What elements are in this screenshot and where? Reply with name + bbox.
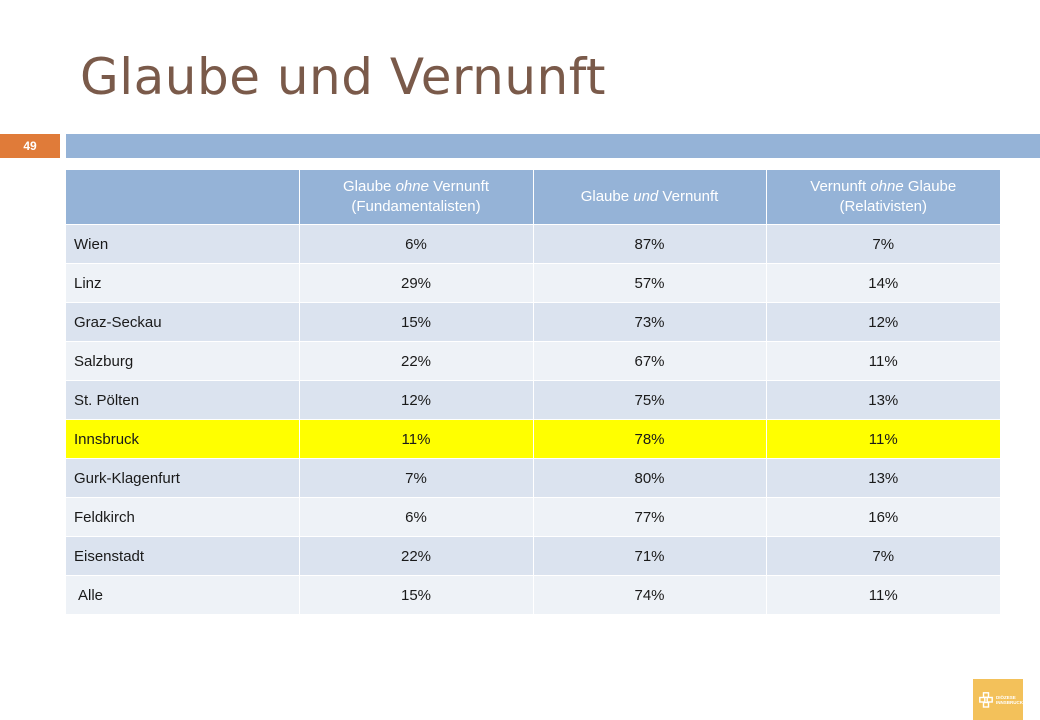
table-row: Gurk-Klagenfurt 7% 80% 13% xyxy=(66,458,1000,498)
region-cell: Salzburg xyxy=(66,341,300,381)
value-cell: 7% xyxy=(766,224,1000,264)
value-cell: 75% xyxy=(533,380,767,420)
value-cell: 16% xyxy=(766,497,1000,537)
region-cell: Innsbruck xyxy=(66,419,300,459)
value-cell: 6% xyxy=(299,224,534,264)
table-row: Feldkirch 6% 77% 16% xyxy=(66,497,1000,537)
table-row: Linz 29% 57% 14% xyxy=(66,263,1000,303)
logo-line-1: DIÖZESE xyxy=(996,694,1016,700)
value-cell: 11% xyxy=(299,419,534,459)
value-cell: 57% xyxy=(533,263,767,303)
table-body: Wien 6% 87% 7% Linz 29% 57% 14% Graz-Seckau 15% 73… xyxy=(66,224,1000,614)
slide-number: 49 xyxy=(23,139,37,153)
header-text: Glaube xyxy=(343,178,396,195)
table-header-row: Glaube ohne Vernunft (Fundamentalisten) G… xyxy=(66,170,1000,225)
value-cell: 11% xyxy=(766,341,1000,381)
value-cell: 13% xyxy=(766,458,1000,498)
header-region xyxy=(66,170,300,225)
value-cell: 73% xyxy=(533,302,767,342)
value-cell: 7% xyxy=(766,536,1000,576)
header-text-italic: ohne xyxy=(870,178,904,195)
header-text: Vernunft xyxy=(658,188,719,205)
header-text: Vernunft xyxy=(428,178,489,195)
header-vernunft-ohne-glaube: Vernunft ohne Glaube (Relativisten) xyxy=(766,170,1000,225)
region-cell: Feldkirch xyxy=(66,497,300,537)
table-row: St. Pölten 12% 75% 13% xyxy=(66,380,1000,420)
diocese-logo: DIÖZESE INNSBRUCK xyxy=(973,679,1023,720)
value-cell: 71% xyxy=(533,536,767,576)
slide-number-badge: 49 xyxy=(0,134,60,158)
value-cell: 14% xyxy=(766,263,1000,303)
value-cell: 80% xyxy=(533,458,767,498)
header-text-italic: ohne xyxy=(395,178,429,195)
value-cell: 6% xyxy=(299,497,534,537)
region-cell: St. Pölten xyxy=(66,380,300,420)
header-glaube-ohne-vernunft: Glaube ohne Vernunft (Fundamentalisten) xyxy=(299,170,534,225)
header-text: (Fundamentalisten) xyxy=(351,198,481,215)
value-cell: 78% xyxy=(533,419,767,459)
region-cell: Eisenstadt xyxy=(66,536,300,576)
table-row: Eisenstadt 22% 71% 7% xyxy=(66,536,1000,576)
logo-line-2: INNSBRUCK xyxy=(996,699,1023,705)
value-cell: 7% xyxy=(299,458,534,498)
value-cell: 12% xyxy=(299,380,534,420)
header-glaube-und-vernunft: Glaube und Vernunft xyxy=(533,170,767,225)
table-row: Graz-Seckau 15% 73% 12% xyxy=(66,302,1000,342)
value-cell: 67% xyxy=(533,341,767,381)
table-row: Alle 15% 74% 11% xyxy=(66,575,1000,614)
header-text: Vernunft xyxy=(810,178,871,195)
table-row: Innsbruck 11% 78% 11% xyxy=(66,419,1000,459)
value-cell: 22% xyxy=(299,536,534,576)
table-row: Wien 6% 87% 7% xyxy=(66,224,1000,264)
header-text: Glaube xyxy=(903,178,957,195)
results-table: Glaube ohne Vernunft (Fundamentalisten) G… xyxy=(66,170,1000,614)
value-cell: 11% xyxy=(766,575,1000,614)
logo-text: DIÖZESE INNSBRUCK xyxy=(996,695,1023,705)
value-cell: 22% xyxy=(299,341,534,381)
header-text-italic: und xyxy=(633,188,659,205)
table-row: Salzburg 22% 67% 11% xyxy=(66,341,1000,381)
region-cell: Graz-Seckau xyxy=(66,302,300,342)
value-cell: 29% xyxy=(299,263,534,303)
header-text: (Relativisten) xyxy=(839,198,928,215)
value-cell: 87% xyxy=(533,224,767,264)
diocese-cross-icon xyxy=(979,691,993,708)
region-cell: Wien xyxy=(66,224,300,264)
value-cell: 12% xyxy=(766,302,1000,342)
region-cell: Alle xyxy=(66,575,300,614)
region-cell: Linz xyxy=(66,263,300,303)
value-cell: 15% xyxy=(299,575,534,614)
value-cell: 15% xyxy=(299,302,534,342)
page-title: Glaube und Vernunft xyxy=(80,48,607,106)
title-accent-bar xyxy=(66,134,1040,158)
region-cell: Gurk-Klagenfurt xyxy=(66,458,300,498)
value-cell: 77% xyxy=(533,497,767,537)
value-cell: 13% xyxy=(766,380,1000,420)
header-text: Glaube xyxy=(580,188,634,205)
value-cell: 74% xyxy=(533,575,767,614)
value-cell: 11% xyxy=(766,419,1000,459)
